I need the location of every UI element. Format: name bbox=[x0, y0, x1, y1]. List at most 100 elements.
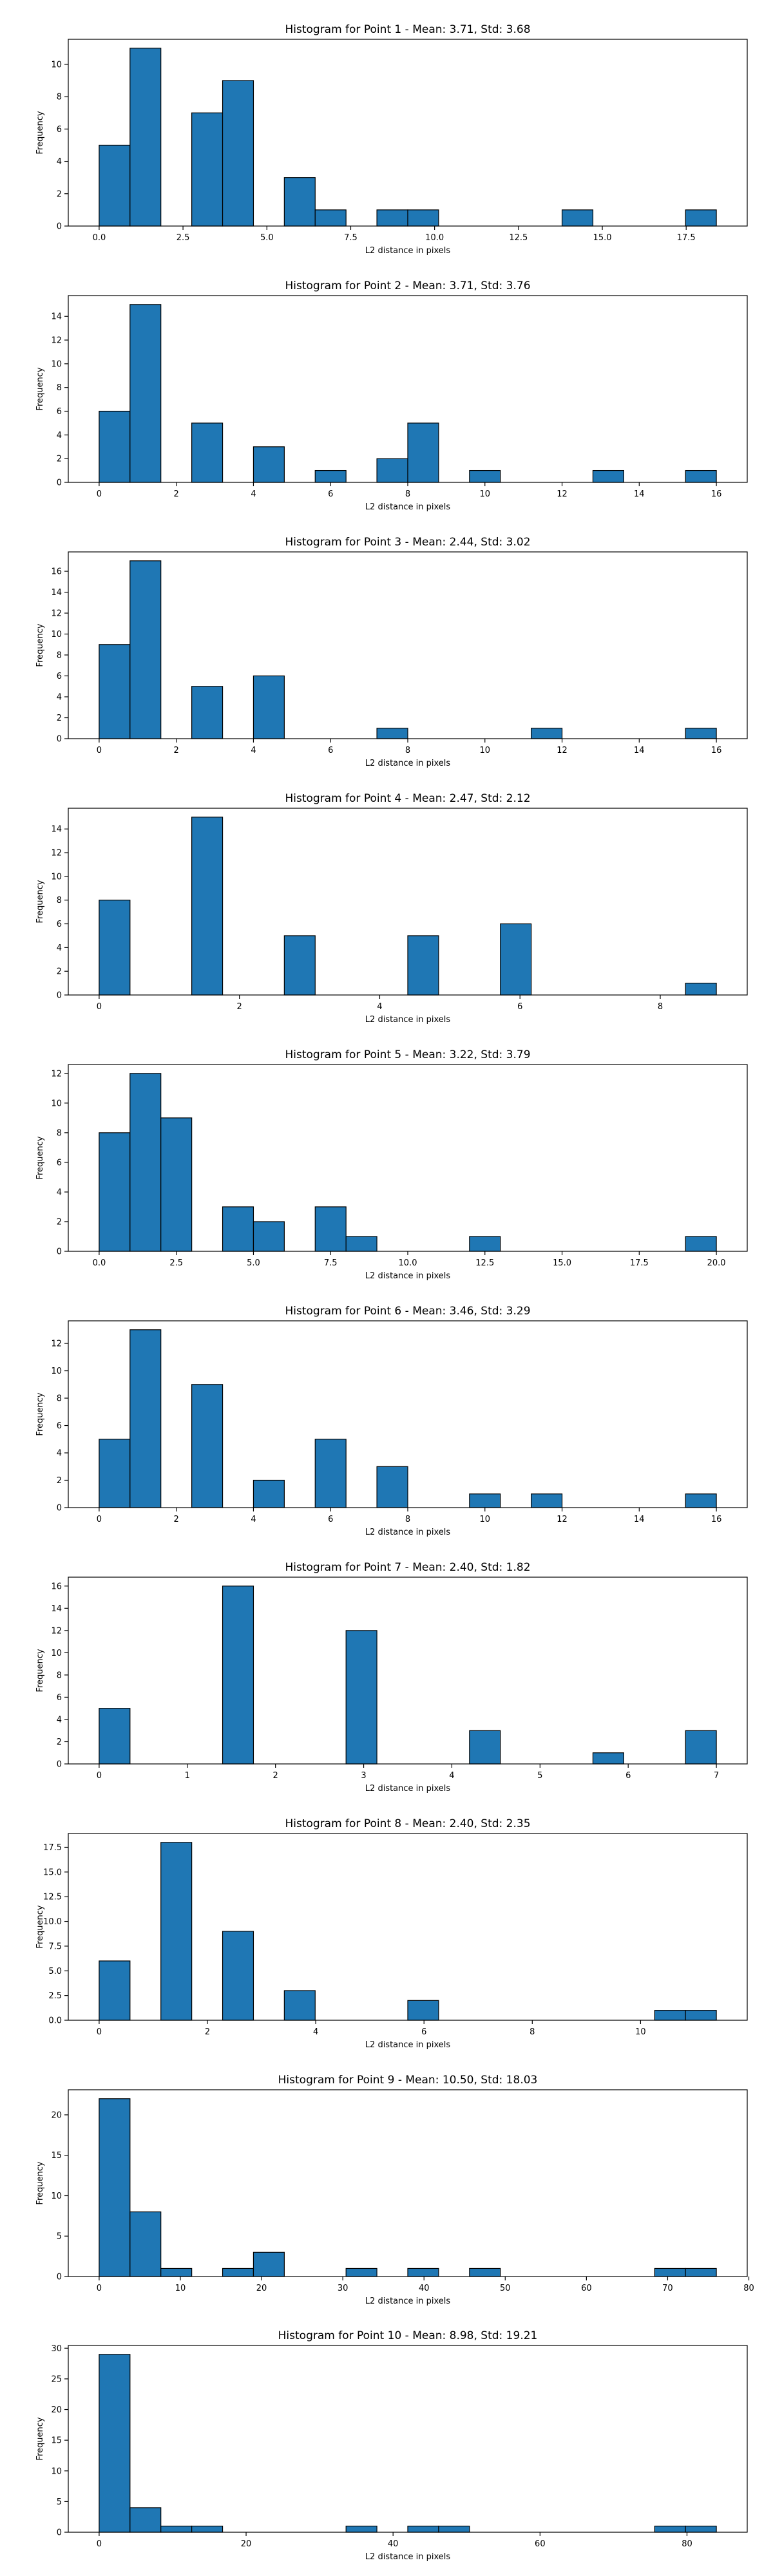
plot-frame bbox=[68, 551, 748, 739]
x-tick-label: 2 bbox=[174, 489, 179, 499]
y-tick-label: 14 bbox=[51, 825, 62, 835]
x-tick-label: 7.5 bbox=[324, 1258, 338, 1268]
x-tick-label: 12.5 bbox=[509, 233, 528, 243]
y-tick-label: 7.5 bbox=[48, 1942, 62, 1951]
y-tick-label: 2 bbox=[57, 1476, 62, 1486]
y-tick-label: 2 bbox=[57, 714, 62, 723]
x-tick-label: 4 bbox=[251, 489, 256, 499]
y-tick-label: 0 bbox=[57, 991, 62, 1001]
x-tick-label: 4 bbox=[377, 1002, 382, 1012]
x-tick-label: 4 bbox=[251, 1515, 256, 1524]
histogram-panel-5: Histogram for Point 5 - Mean: 3.22, Std:… bbox=[35, 1048, 748, 1281]
x-tick-label: 6 bbox=[328, 489, 333, 499]
histogram-panel-1: Histogram for Point 1 - Mean: 3.71, Std:… bbox=[35, 23, 748, 256]
y-tick-label: 20 bbox=[51, 2405, 62, 2415]
histogram-bar bbox=[407, 2000, 439, 2021]
histogram-bar bbox=[685, 728, 717, 739]
y-tick-label: 15 bbox=[51, 2151, 62, 2161]
histogram-bar bbox=[407, 422, 439, 483]
x-axis-label: L2 distance in pixels bbox=[365, 1015, 451, 1025]
histogram-bar bbox=[253, 675, 285, 739]
x-tick-label: 30 bbox=[338, 2284, 348, 2293]
y-tick-label: 6 bbox=[57, 407, 62, 417]
x-tick-label: 8 bbox=[530, 2027, 535, 2037]
histogram-bar bbox=[314, 1206, 347, 1252]
y-tick-label: 2 bbox=[57, 1217, 62, 1227]
histogram-bar bbox=[376, 209, 408, 227]
x-tick-label: 50 bbox=[500, 2284, 511, 2293]
histogram-bar bbox=[685, 1730, 717, 1765]
x-tick-label: 4 bbox=[449, 1771, 454, 1781]
histogram-panel-4: Histogram for Point 4 - Mean: 2.47, Std:… bbox=[35, 792, 748, 1025]
x-tick-label: 6 bbox=[328, 1515, 333, 1524]
y-tick-label: 12 bbox=[51, 1626, 62, 1636]
histogram-panel-3: Histogram for Point 3 - Mean: 2.44, Std:… bbox=[35, 536, 748, 768]
y-tick-label: 4 bbox=[57, 943, 62, 953]
y-tick-label: 12 bbox=[51, 1069, 62, 1079]
histogram-bar bbox=[283, 177, 316, 227]
histogram-bar bbox=[222, 1931, 254, 2021]
histogram-bar bbox=[592, 1752, 624, 1765]
y-axis-label: Frequency bbox=[35, 2161, 45, 2204]
histogram-bar bbox=[469, 1493, 501, 1508]
x-tick-label: 10.0 bbox=[399, 1258, 417, 1268]
y-tick-label: 10 bbox=[51, 1367, 62, 1376]
y-tick-label: 5 bbox=[57, 2497, 62, 2507]
x-tick-label: 20 bbox=[256, 2284, 267, 2293]
y-tick-label: 10 bbox=[51, 1099, 62, 1108]
y-tick-label: 10 bbox=[51, 359, 62, 369]
plot-frame bbox=[68, 808, 748, 996]
histogram-panel-6: Histogram for Point 6 - Mean: 3.46, Std:… bbox=[35, 1305, 748, 1537]
y-tick-label: 0 bbox=[57, 478, 62, 488]
x-tick-label: 8 bbox=[405, 746, 410, 755]
y-tick-label: 0 bbox=[57, 1760, 62, 1770]
histogram-panel-7: Histogram for Point 7 - Mean: 2.40, Std:… bbox=[35, 1561, 748, 1794]
histogram-bar bbox=[222, 2268, 254, 2277]
y-tick-label: 6 bbox=[57, 1693, 62, 1703]
x-tick-label: 10 bbox=[479, 1515, 490, 1524]
histogram-bar bbox=[469, 469, 501, 483]
x-tick-label: 6 bbox=[517, 1002, 522, 1012]
chart-title: Histogram for Point 7 - Mean: 2.40, Std:… bbox=[285, 1561, 530, 1574]
x-tick-label: 14 bbox=[634, 746, 645, 755]
y-tick-label: 10 bbox=[51, 1649, 62, 1658]
histogram-bar bbox=[160, 1842, 193, 2021]
y-tick-label: 4 bbox=[57, 1715, 62, 1725]
x-tick-label: 20 bbox=[241, 2539, 252, 2549]
histogram-bar bbox=[376, 1466, 408, 1508]
x-tick-label: 8 bbox=[405, 1515, 410, 1524]
y-axis-label: Frequency bbox=[35, 1649, 45, 1692]
x-tick-label: 5.0 bbox=[260, 233, 274, 243]
histogram-bar bbox=[99, 144, 131, 227]
histogram-bar bbox=[345, 1236, 377, 1252]
plot-frame bbox=[68, 39, 748, 227]
histogram-bar bbox=[407, 2525, 439, 2533]
histogram-bar bbox=[685, 1236, 717, 1252]
y-tick-label: 4 bbox=[57, 1449, 62, 1459]
x-tick-label: 5 bbox=[537, 1771, 542, 1781]
y-tick-label: 4 bbox=[57, 431, 62, 440]
chart-title: Histogram for Point 3 - Mean: 2.44, Std:… bbox=[285, 536, 530, 549]
y-tick-label: 0 bbox=[57, 735, 62, 744]
y-tick-label: 25 bbox=[51, 2374, 62, 2384]
x-axis-label: L2 distance in pixels bbox=[365, 1271, 451, 1281]
x-tick-label: 2.5 bbox=[169, 1258, 183, 1268]
histogram-bar bbox=[129, 1073, 162, 1252]
histogram-bar bbox=[376, 728, 408, 739]
x-tick-label: 70 bbox=[662, 2284, 673, 2293]
histogram-bar bbox=[253, 2251, 285, 2277]
histogram-bar bbox=[314, 469, 347, 483]
histogram-bar bbox=[685, 2268, 717, 2277]
x-tick-label: 6 bbox=[625, 1771, 631, 1781]
y-tick-label: 8 bbox=[57, 383, 62, 393]
y-tick-label: 8 bbox=[57, 1128, 62, 1138]
y-axis-label: Frequency bbox=[35, 111, 45, 154]
y-tick-label: 10 bbox=[51, 2467, 62, 2476]
x-tick-label: 0.0 bbox=[93, 1258, 106, 1268]
y-tick-label: 4 bbox=[57, 157, 62, 167]
x-axis-label: L2 distance in pixels bbox=[365, 246, 451, 256]
x-tick-label: 0 bbox=[97, 2027, 102, 2037]
y-tick-label: 14 bbox=[51, 312, 62, 322]
histogram-bar bbox=[191, 686, 224, 739]
